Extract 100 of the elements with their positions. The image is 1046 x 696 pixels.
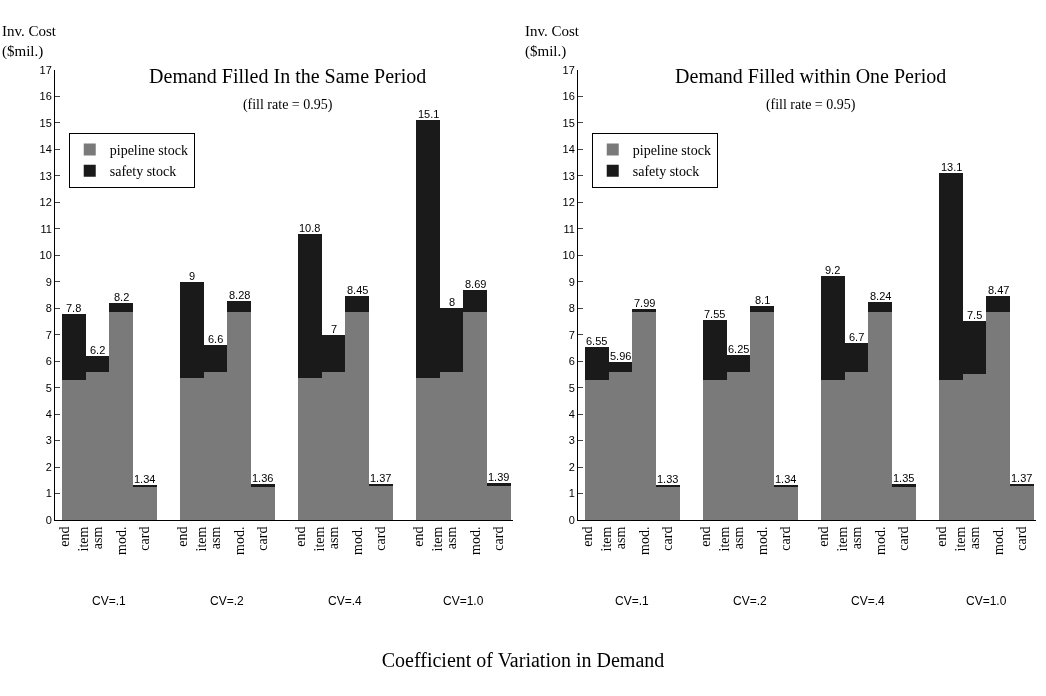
total-label: 13.1 (941, 161, 963, 173)
x-tick-label: asm (326, 526, 342, 550)
total-label: 9 (189, 270, 196, 282)
total-label: 1.39 (488, 471, 510, 483)
y-axis-title: Inv. Cost ($mil.) (2, 23, 57, 60)
total-label: 8.24 (870, 290, 892, 302)
y-tick-label: 4 (45, 407, 52, 420)
total-label: 1.34 (134, 473, 156, 485)
bar (487, 483, 511, 486)
total-label: 6.7 (849, 331, 865, 343)
y-tick-label: 13 (562, 169, 575, 182)
bar (750, 305, 774, 313)
total-label: 6.25 (728, 343, 750, 355)
total-label: 1.34 (775, 473, 797, 485)
text: CV=.2 (210, 594, 245, 608)
bar (250, 484, 275, 487)
y-tick-label: 0 (568, 513, 575, 526)
y-tick-label: 6 (45, 355, 52, 368)
total-label: 1.33 (657, 473, 679, 485)
total-label: 10.8 (299, 222, 321, 234)
x-tick-label: asm (90, 526, 106, 550)
total-label: 7.5 (967, 309, 983, 321)
x-tick-label: mod. (349, 526, 365, 555)
y-tick-label: 3 (568, 434, 575, 447)
y-tick-label: 9 (568, 275, 575, 288)
bar (109, 302, 133, 313)
y-tick-label: 11 (40, 222, 52, 235)
bar (891, 484, 916, 487)
text: CV=.4 (328, 594, 363, 608)
x-tick-label: card (373, 526, 389, 551)
y-axis-title: Inv. Cost ($mil.) (525, 23, 580, 60)
x-tick-label: asm (967, 526, 983, 550)
y-tick-label: 8 (45, 302, 52, 315)
total-label: 1.37 (370, 472, 392, 484)
total-label: 8.47 (988, 284, 1010, 296)
total-label: 1.35 (893, 472, 915, 484)
y-tick-label: 10 (39, 249, 52, 262)
text: (fill rate = 0.95) (765, 97, 856, 114)
text: CV=.1 (615, 594, 650, 608)
y-tick-label: 13 (39, 169, 52, 182)
text: CV=.4 (851, 594, 886, 608)
x-tick-label: asm (731, 526, 747, 550)
chart-title: Demand Filled In the Same Period (149, 65, 427, 88)
y-tick-label: 14 (39, 143, 52, 156)
x-tick-label: mod. (872, 526, 888, 555)
x-tick-label: mod. (754, 526, 770, 555)
y-tick-label: 1 (45, 487, 52, 500)
y-tick-label: 10 (562, 249, 575, 262)
x-tick-label: mod. (113, 526, 129, 555)
y-tick-label: 9 (45, 275, 52, 288)
total-label: 8 (449, 296, 456, 308)
total-label: 8.69 (465, 278, 487, 290)
y-tick-label: 3 (45, 434, 52, 447)
total-label: 6.55 (586, 335, 608, 347)
x-axis-title: Coefficient of Variation in Demand (380, 648, 666, 673)
y-tick-label: 5 (568, 381, 575, 394)
y-tick-label: 6 (568, 355, 575, 368)
y-tick-label: 16 (562, 90, 575, 103)
x-tick-label: mod. (636, 526, 652, 555)
x-tick-label: asm (613, 526, 629, 550)
x-tick-label: card (660, 526, 676, 551)
y-tick-label: 5 (45, 381, 52, 394)
y-tick-label: 8 (568, 302, 575, 315)
x-tick-label: card (896, 526, 912, 551)
total-label: 9.2 (825, 264, 841, 276)
total-label: 7.55 (704, 308, 726, 320)
y-tick-label: 15 (39, 116, 52, 129)
chart-title: Demand Filled within One Period (675, 65, 947, 88)
x-tick-label: asm (208, 526, 224, 550)
legend-label: pipeline stock (632, 143, 711, 159)
x-tick-label: mod. (467, 526, 483, 555)
y-tick-label: 15 (562, 116, 575, 129)
total-label: 8.1 (755, 294, 771, 306)
total-label: 7.99 (634, 297, 656, 309)
x-tick-label: card (491, 526, 507, 551)
y-tick-label: 17 (39, 63, 52, 76)
legend-label: safety stock (109, 164, 177, 180)
x-tick-label: card (137, 526, 153, 551)
total-label: 8.2 (114, 291, 130, 303)
y-tick-label: 7 (568, 328, 575, 341)
x-tick-label: mod. (990, 526, 1006, 555)
legend-label: pipeline stock (109, 143, 188, 159)
x-tick-label: mod. (231, 526, 247, 555)
bar (986, 295, 1011, 313)
x-tick-label: card (778, 526, 794, 551)
y-tick-label: 7 (45, 328, 52, 341)
text: CV=1.0 (443, 594, 484, 608)
total-label: 1.37 (1011, 472, 1033, 484)
total-label: 8.28 (229, 289, 251, 301)
total-label: 7.8 (66, 302, 82, 314)
y-tick-label: 11 (563, 222, 575, 235)
total-label: 7 (331, 323, 338, 335)
bar (227, 300, 251, 313)
total-label: 8.45 (347, 284, 369, 296)
y-tick-label: 12 (562, 196, 575, 209)
total-label: 5.96 (610, 350, 632, 362)
total-label: 1.36 (252, 472, 274, 484)
x-tick-label: asm (849, 526, 865, 550)
x-tick-label: card (255, 526, 271, 551)
total-label: 6.6 (208, 333, 224, 345)
